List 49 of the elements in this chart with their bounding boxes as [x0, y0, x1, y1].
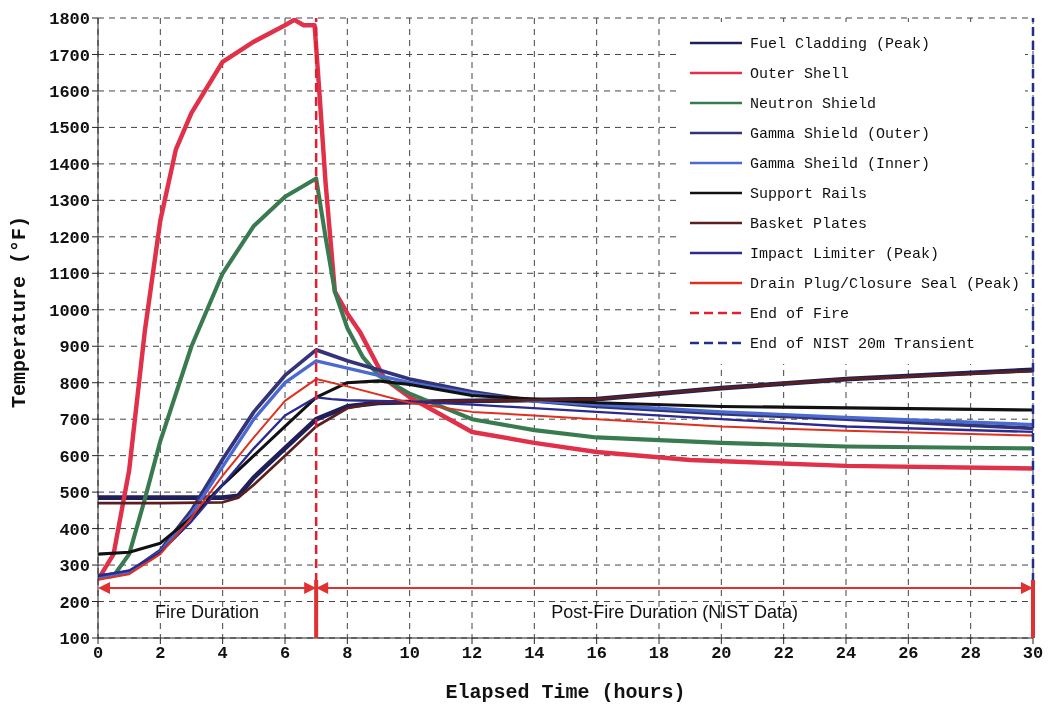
x-tick-label: 8: [342, 644, 353, 664]
x-tick-label: 6: [279, 644, 291, 664]
x-tick-label: 10: [399, 644, 420, 664]
y-tick-label: 1200: [49, 228, 90, 248]
legend-label: Fuel Cladding (Peak): [750, 36, 931, 53]
x-axis-title: Elapsed Time (hours): [445, 681, 686, 704]
x-tick-label: 30: [1022, 644, 1044, 664]
y-tick-label: 1500: [49, 119, 90, 139]
x-tick-label: 14: [524, 644, 545, 664]
legend-label: Basket Plates: [750, 216, 868, 233]
y-tick-label: 700: [59, 411, 90, 431]
x-tick-label: 12: [461, 644, 483, 664]
y-tick-label: 1700: [49, 46, 90, 66]
x-tick-label: 4: [217, 644, 228, 664]
legend-label: Support Rails: [750, 186, 868, 203]
y-tick-label: 800: [59, 374, 90, 394]
y-axis-title: Temperature (°F): [8, 215, 32, 408]
y-tick-label: 1100: [49, 265, 90, 285]
y-tick-label: 600: [59, 447, 90, 467]
legend-label: Drain Plug/Closure Seal (Peak): [750, 276, 1021, 293]
legend-label: Gamma Sheild (Inner): [750, 156, 931, 173]
annotation: Post-Fire Duration (NIST Data): [551, 602, 798, 622]
x-tick-label: 2: [155, 644, 166, 664]
legend-label: Neutron Shield: [750, 96, 877, 113]
x-tick-label: 26: [898, 644, 919, 664]
x-tick-label: 24: [835, 644, 857, 664]
legend-label: Gamma Shield (Outer): [750, 126, 931, 143]
y-tick-label: 300: [59, 557, 90, 577]
x-tick-label: 18: [648, 644, 670, 664]
y-tick-label: 1300: [49, 192, 90, 212]
y-tick-label: 1400: [49, 155, 90, 175]
annotation: End of NIST 20m Transient: [750, 336, 976, 353]
y-tick-label: 500: [59, 484, 90, 504]
x-tick-label: 0: [92, 644, 104, 664]
x-tick-label: 20: [711, 644, 732, 664]
x-tick-label: 16: [586, 644, 607, 664]
y-tick-label: 900: [59, 338, 90, 358]
y-tick-label: 1000: [49, 301, 90, 321]
y-tick-label: 400: [59, 520, 90, 540]
y-tick-label: 1800: [49, 10, 90, 30]
legend-label: Impact Limiter (Peak): [750, 246, 940, 263]
legend-label: Outer Shell: [750, 66, 850, 83]
y-tick-label: 100: [59, 630, 90, 650]
y-tick-label: 1600: [49, 82, 90, 102]
annotation: Fire Duration: [155, 602, 260, 622]
annotation: End of Fire: [750, 306, 850, 323]
x-tick-label: 28: [960, 644, 981, 664]
x-tick-label: 22: [773, 644, 794, 664]
y-tick-label: 200: [59, 593, 90, 613]
